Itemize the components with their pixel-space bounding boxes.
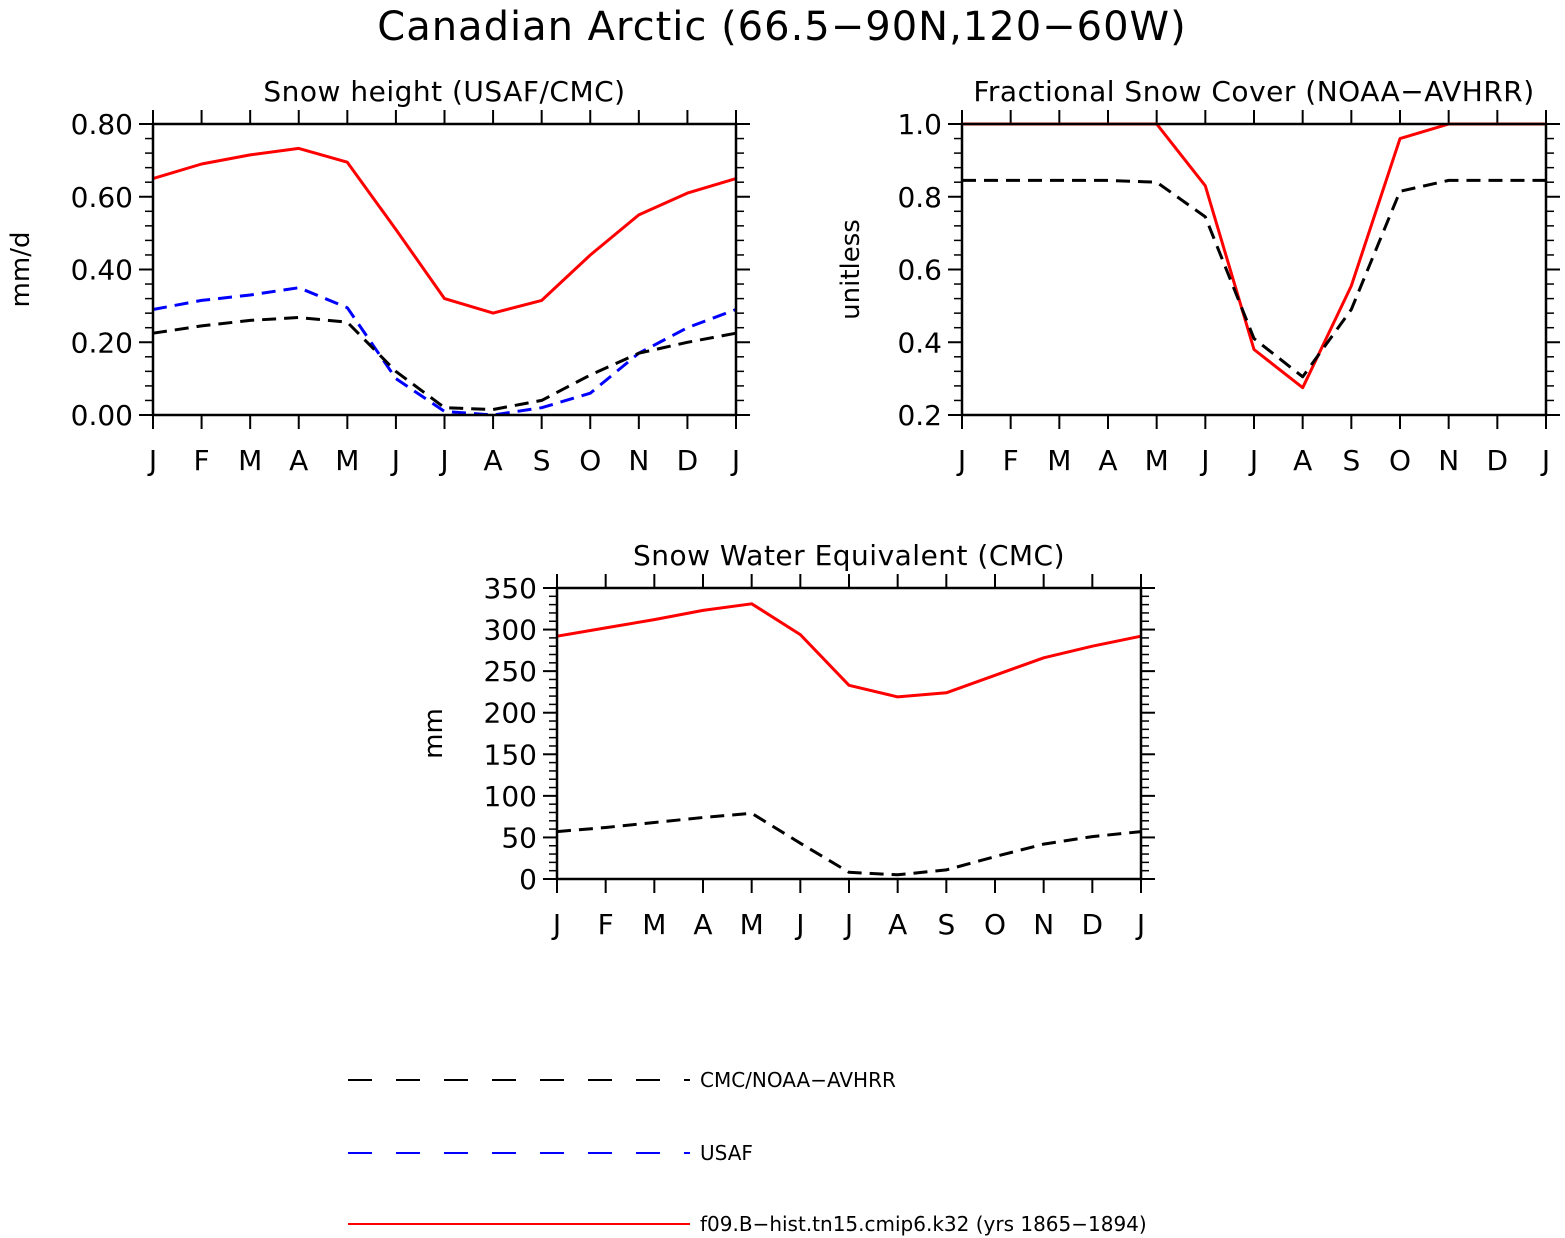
plot-frame [151,122,738,417]
x-tick-label: N [1033,908,1054,941]
x-tick-label: J [551,908,561,941]
y-tick-label: 0.80 [71,108,133,141]
y-tick-label: 0.00 [71,399,133,432]
x-tick-label: J [794,908,804,941]
y-axis-label: mm [419,708,449,759]
x-tick-label: J [438,444,448,477]
x-tick-label: M [1047,444,1071,477]
legend-item: USAF [348,1141,753,1165]
y-tick-label: 0 [519,863,537,896]
y-tick-label: 0.2 [897,399,942,432]
y-tick-label: 350 [484,572,537,605]
plot-frame [555,586,1143,881]
axis-ticks [948,110,1560,429]
series-line-2 [962,178,1546,379]
y-tick-label: 0.40 [71,254,133,287]
legend-label: f09.B−hist.tn15.cmip6.k32 (yrs 1865−1894… [700,1212,1147,1236]
x-tick-label: M [642,908,666,941]
y-tick-label: 250 [484,655,537,688]
x-tick-label: F [194,444,210,477]
x-tick-label: S [533,444,551,477]
series-line-1 [152,146,737,315]
legend-item: f09.B−hist.tn15.cmip6.k32 (yrs 1865−1894… [348,1212,1147,1236]
x-tick-label: A [693,908,712,941]
x-tick-label: J [1540,444,1550,477]
x-tick-label: F [598,908,614,941]
x-tick-label: J [1199,444,1209,477]
plot-frame [960,122,1548,417]
x-tick-label: J [147,444,157,477]
x-tick-label: M [238,444,262,477]
x-tick-label: M [335,444,359,477]
legend-label: CMC/NOAA−AVHRR [700,1068,896,1092]
x-tick-label: O [984,908,1006,941]
x-tick-label: S [937,908,955,941]
y-tick-label: 0.4 [897,326,942,359]
x-tick-label: J [1248,444,1258,477]
x-tick-label: J [956,444,966,477]
legend: CMC/NOAA−AVHRR USAF f09.B−hist.tn15.cmip6.… [348,1068,1147,1236]
x-tick-label: M [1145,444,1169,477]
y-tick-label: 0.20 [71,326,133,359]
panel-title: Snow Water Equivalent (CMC) [633,539,1065,572]
x-tick-label: D [1487,444,1509,477]
x-tick-label: A [484,444,503,477]
x-tick-label: O [1389,444,1411,477]
y-tick-label: 1.0 [897,108,942,141]
legend-label: USAF [700,1141,753,1165]
y-tick-label: 50 [501,821,537,854]
series-line-2 [556,811,1142,877]
y-tick-label: 0.60 [71,181,133,214]
y-tick-label: 100 [484,780,537,813]
y-tick-label: 150 [484,738,537,771]
axis-ticks [139,110,750,429]
x-tick-label: A [1293,444,1312,477]
x-tick-label: J [730,444,740,477]
panel-title: Fractional Snow Cover (NOAA−AVHRR) [973,75,1534,108]
x-tick-label: D [1082,908,1104,941]
legend-item: CMC/NOAA−AVHRR [348,1068,896,1092]
axis-ticks [543,574,1155,893]
y-axis-label: unitless [836,219,866,320]
figure-title: Canadian Arctic (66.5−90N,120−60W) [377,4,1186,50]
x-tick-label: A [1098,444,1117,477]
x-tick-label: N [1438,444,1459,477]
x-tick-label: A [888,908,907,941]
chart-panel-3: Snow Water Equivalent (CMC)mmJ F M A M J J A S O N… [419,539,1155,941]
x-tick-label: F [1003,444,1019,477]
series-line-1 [556,602,1142,699]
x-tick-label: S [1342,444,1360,477]
x-tick-label: M [740,908,764,941]
panel-title: Snow height (USAF/CMC) [263,75,625,108]
x-tick-label: J [390,444,400,477]
x-tick-label: N [628,444,649,477]
y-tick-label: 200 [484,697,537,730]
chart-panel-1: Snow height (USAF/CMC)mm/dJ F M A M J J A S O N D J0… [6,75,750,477]
series-line-3 [152,316,737,411]
y-axis-label: mm/d [6,232,36,308]
x-tick-label: D [677,444,699,477]
y-tick-label: 0.8 [897,181,942,214]
x-tick-label: J [843,908,853,941]
y-tick-label: 300 [484,614,537,647]
x-tick-label: A [289,444,308,477]
panels: Snow height (USAF/CMC)mm/dJ F M A M J J A S O N D J0… [6,75,1560,941]
series-line-1 [962,122,1546,390]
x-tick-label: J [1135,908,1145,941]
x-tick-label: O [579,444,601,477]
chart-panel-2: Fractional Snow Cover (NOAA−AVHRR) unitle… [836,75,1560,477]
y-tick-label: 0.6 [897,254,942,287]
